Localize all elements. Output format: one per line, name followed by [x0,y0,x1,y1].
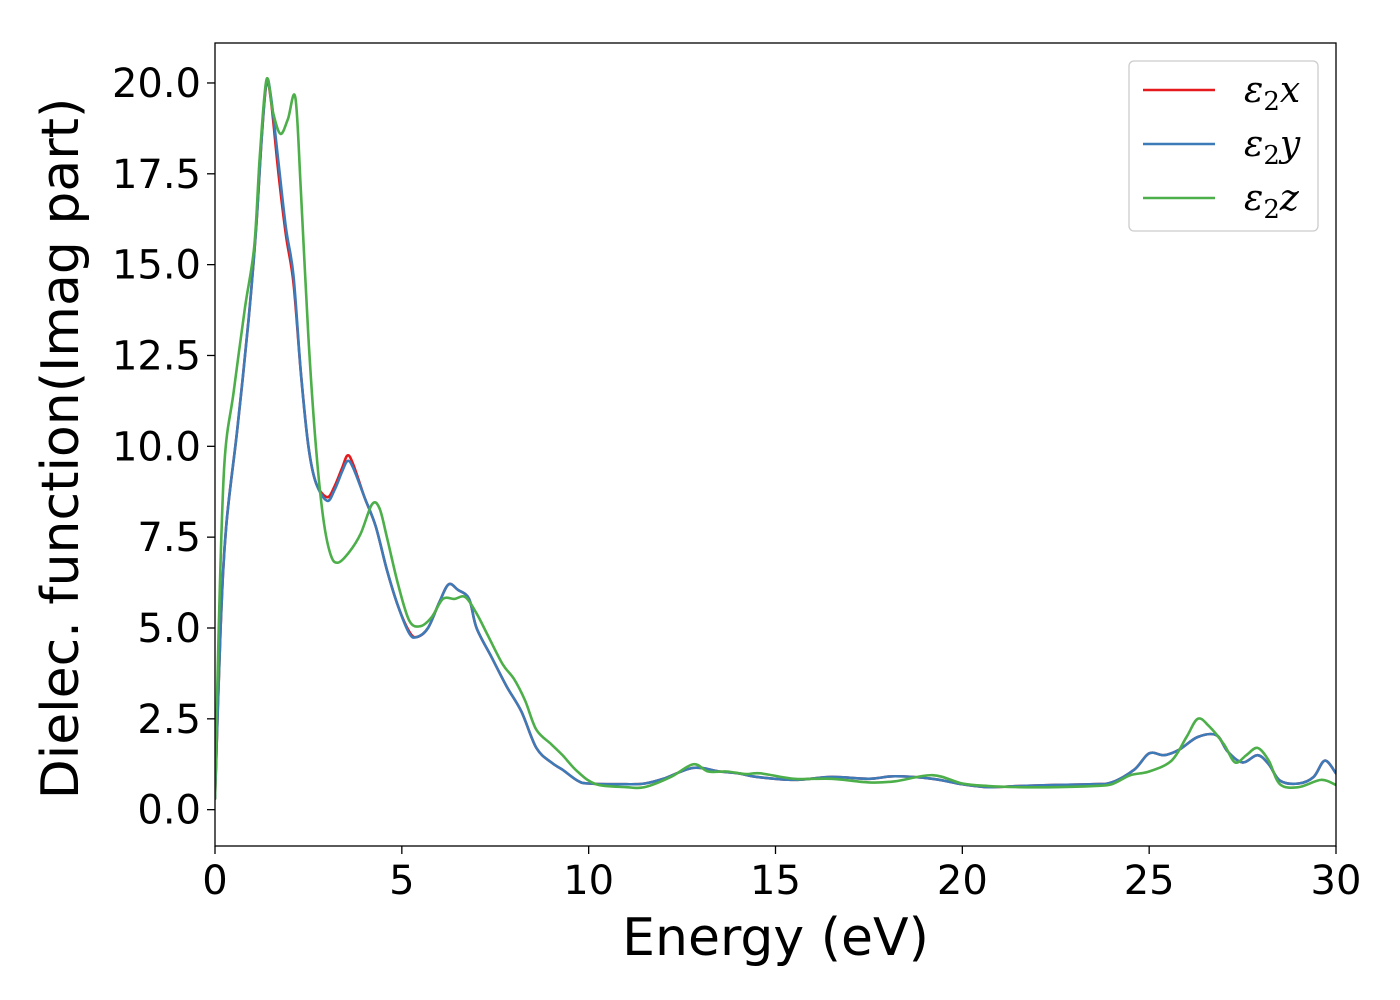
legend-subscript: 2 [1263,195,1280,225]
legend-variable: x [1280,70,1300,111]
legend-symbol: ε [1244,70,1263,111]
x-axis-label: Energy (eV) [622,908,929,968]
y-tick-label: 10.0 [112,424,201,470]
x-tick-label: 5 [389,858,414,904]
y-tick-label: 7.5 [137,515,201,561]
y-tick-label: 15.0 [112,243,201,289]
legend-label-z: ε2z [1244,178,1300,225]
series-line-z [215,76,1336,801]
legend-label-y: ε2y [1244,124,1301,171]
x-tick-label: 15 [750,858,801,904]
y-axis-label: Dielec. function(Imag part) [31,98,91,800]
legend-label-x: ε2x [1244,70,1300,117]
x-tick-label: 25 [1124,858,1175,904]
ticks-layer: 0 5 10 15 20 25 30 0.0 2.5 5.0 7.5 10.0 12.5 15.0 17.5… [112,61,1362,904]
legend-symbol: ε [1244,178,1263,219]
x-tick-label: 20 [937,858,988,904]
legend-variable: z [1279,178,1300,219]
y-tick-label: 20.0 [112,61,201,107]
legend-subscript: 2 [1263,87,1280,117]
y-tick-label: 5.0 [137,606,201,652]
y-tick-label: 12.5 [112,333,201,379]
series-line-y [215,77,1336,801]
y-tick-label: 0.0 [137,788,201,834]
series-layer [215,76,1336,801]
legend-symbol: ε [1244,124,1263,165]
legend-box [1128,60,1319,232]
y-tick-label: 2.5 [137,697,201,743]
x-tick-label: 0 [202,858,227,904]
x-tick-label: 10 [563,858,614,904]
legend-subscript: 2 [1263,141,1280,171]
x-tick-label: 30 [1311,858,1362,904]
y-tick-label: 17.5 [112,152,201,198]
legend-variable: y [1278,124,1301,165]
